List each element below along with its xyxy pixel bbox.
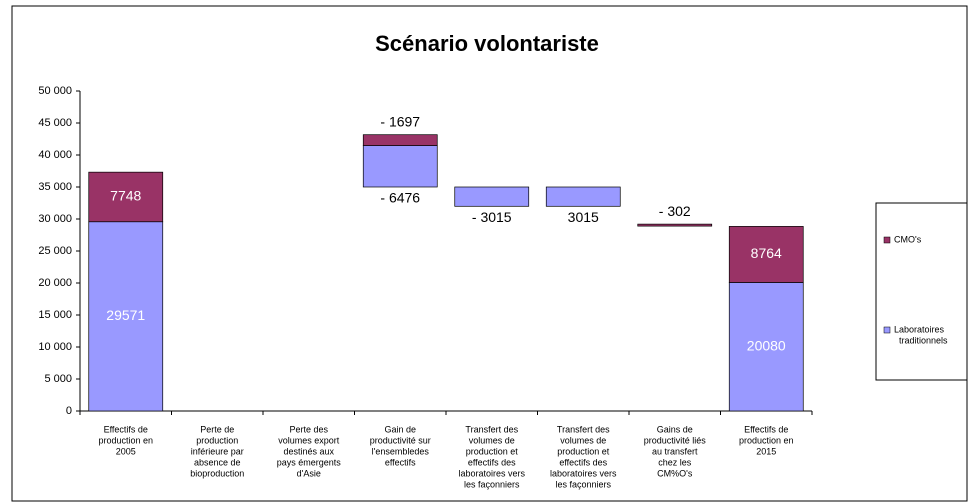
- value-label: 29571: [106, 307, 145, 323]
- x-tick-label: Gains de: [657, 424, 693, 434]
- bar-segment: [545, 186, 621, 207]
- x-tick-label: les façonniers: [555, 479, 611, 489]
- y-tick-label: 40 000: [38, 149, 72, 161]
- legend-box: [875, 202, 968, 381]
- y-tick-label: 5 000: [44, 373, 72, 385]
- x-tick-label: 2005: [116, 446, 136, 456]
- value-label: - 6476: [380, 190, 420, 206]
- y-tick-label: 45 000: [38, 117, 72, 129]
- y-tick-label: 25 000: [38, 245, 72, 257]
- x-tick-label: absence de: [194, 457, 241, 467]
- value-label: 3015: [568, 209, 599, 225]
- x-tick-label: Transfert des: [465, 424, 518, 434]
- x-tick-label: effectifs des: [468, 457, 516, 467]
- legend-label: CMO's: [894, 234, 922, 244]
- value-label: - 3015: [472, 209, 512, 225]
- bar-segment: [362, 134, 438, 146]
- y-tick-label: 15 000: [38, 309, 72, 321]
- y-tick-label: 0: [66, 405, 72, 417]
- x-tick-label: volumes export: [278, 435, 340, 445]
- bar-segment: [88, 221, 164, 412]
- y-tick-label: 20 000: [38, 277, 72, 289]
- x-tick-label: Perte de: [200, 424, 234, 434]
- chart-frame: [11, 5, 968, 502]
- x-tick-label: laboratoires vers: [550, 468, 617, 478]
- x-tick-label: production et: [557, 446, 610, 456]
- x-tick-label: productivité liés: [644, 435, 707, 445]
- x-tick-label: Effectifs de: [744, 424, 788, 434]
- x-tick-label: d'Asie: [297, 468, 321, 478]
- bar-segment: [362, 145, 438, 188]
- x-tick-label: effectifs: [385, 457, 416, 467]
- value-label: 20080: [747, 337, 786, 353]
- bar-segment: [637, 223, 713, 227]
- x-tick-label: Perte des: [289, 424, 328, 434]
- x-tick-label: CM%O's: [657, 468, 693, 478]
- legend-label: Laboratoires: [894, 324, 945, 334]
- bar-segment: [728, 282, 804, 412]
- legend-swatch: [883, 236, 891, 244]
- x-tick-label: productivité sur: [370, 435, 431, 445]
- y-tick-label: 10 000: [38, 341, 72, 353]
- x-tick-label: 2015: [756, 446, 776, 456]
- x-tick-label: Effectifs de: [104, 424, 148, 434]
- y-tick-label: 35 000: [38, 181, 72, 193]
- x-tick-label: Transfert des: [557, 424, 610, 434]
- x-tick-label: chez les: [658, 457, 692, 467]
- x-tick-label: volumes de: [469, 435, 515, 445]
- y-tick-label: 50 000: [38, 85, 72, 97]
- x-tick-label: production en: [739, 435, 794, 445]
- legend-swatch: [883, 326, 891, 334]
- x-tick-label: les façonniers: [464, 479, 520, 489]
- x-tick-label: inférieure par: [191, 446, 244, 456]
- chart-title: Scénario volontariste: [375, 31, 599, 56]
- x-tick-label: production en: [98, 435, 153, 445]
- x-tick-label: Gain de: [384, 424, 416, 434]
- x-tick-label: destinés aux: [283, 446, 334, 456]
- x-tick-label: laboratoires vers: [458, 468, 525, 478]
- x-tick-label: bioproduction: [190, 468, 244, 478]
- y-tick-label: 30 000: [38, 213, 72, 225]
- x-tick-label: volumes de: [560, 435, 606, 445]
- value-label: 7748: [110, 188, 141, 204]
- x-tick-label: l'ensembledes: [372, 446, 430, 456]
- legend-label: traditionnels: [899, 335, 948, 345]
- value-label: - 302: [659, 203, 691, 219]
- value-label: 8764: [751, 245, 782, 261]
- value-label: - 1697: [380, 113, 420, 129]
- x-tick-label: production et: [466, 446, 519, 456]
- x-tick-label: pays émergents: [277, 457, 342, 467]
- x-tick-label: production: [196, 435, 238, 445]
- bar-segment: [88, 171, 164, 223]
- x-tick-label: au transfert: [652, 446, 698, 456]
- bar-segment: [728, 226, 804, 283]
- x-tick-label: effectifs des: [559, 457, 607, 467]
- bar-segment: [454, 186, 530, 207]
